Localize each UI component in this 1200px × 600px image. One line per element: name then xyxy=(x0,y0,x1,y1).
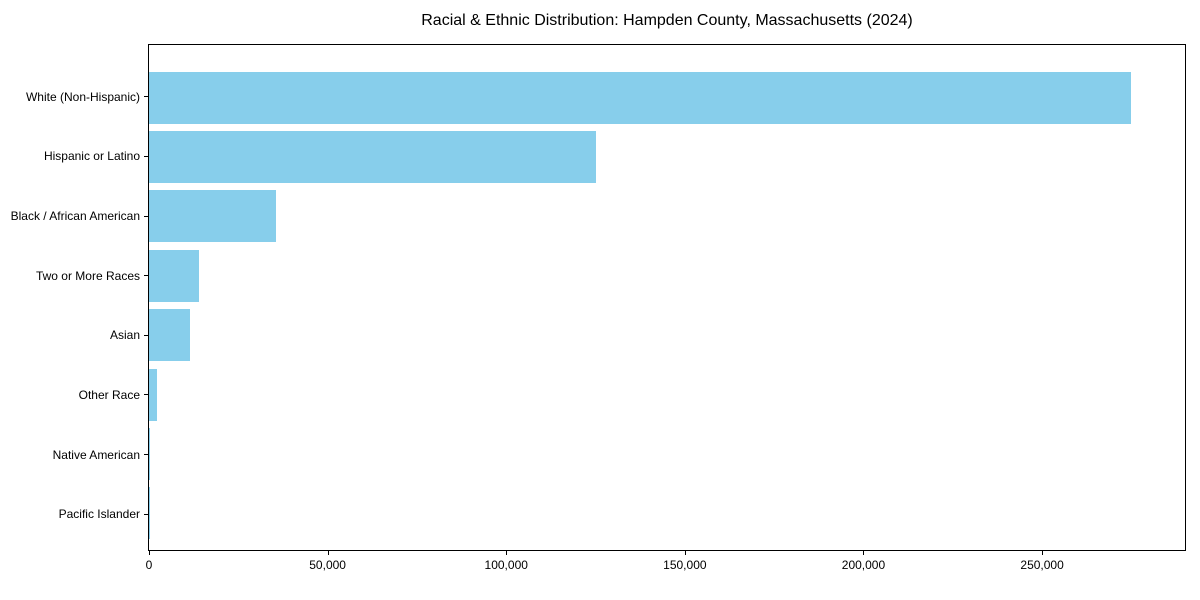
y-tick-label-white-non-hispanic: White (Non-Hispanic) xyxy=(25,89,140,104)
y-axis-labels: White (Non-Hispanic) Hispanic or Latino Bl… xyxy=(0,44,148,551)
y-tick-label-hispanic-or-latino: Hispanic or Latino xyxy=(43,149,140,164)
plot-area: 0 50,000 100,000 150,000 200,000 250,000 xyxy=(146,44,1186,572)
y-tick-mark-other-race xyxy=(144,394,148,396)
x-tick-label-250000: 250,000 xyxy=(1020,558,1064,572)
y-label-row-pacific-islander: Pacific Islander xyxy=(0,484,148,544)
bar-row-pacific-islander xyxy=(149,484,1185,543)
bars-container xyxy=(149,45,1185,550)
x-tick-mark-0 xyxy=(149,550,150,555)
bar-black-african-american xyxy=(149,190,276,243)
bar-row-black-african-american xyxy=(149,187,1185,246)
bar-native-american xyxy=(149,427,151,480)
bar-white-non-hispanic xyxy=(149,71,1132,124)
y-tick-mark-asian xyxy=(144,334,148,336)
x-tick-label-150000: 150,000 xyxy=(663,558,707,572)
x-axis: 0 50,000 100,000 150,000 200,000 250,000 xyxy=(145,550,1185,584)
bar-row-hispanic-or-latino xyxy=(149,127,1185,186)
y-label-row-asian: Asian xyxy=(0,306,148,366)
chart-title: Racial & Ethnic Distribution: Hampden Co… xyxy=(421,12,913,29)
bar-asian xyxy=(149,309,191,362)
y-label-row-white-non-hispanic: White (Non-Hispanic) xyxy=(0,67,148,127)
y-label-row-hispanic-or-latino: Hispanic or Latino xyxy=(0,127,148,187)
bar-other-race xyxy=(149,368,158,421)
y-tick-mark-native-american xyxy=(144,454,148,456)
y-tick-label-two-or-more-races: Two or More Races xyxy=(35,268,140,283)
y-label-row-black-african-american: Black / African American xyxy=(0,186,148,246)
y-tick-mark-hispanic-or-latino xyxy=(144,155,148,157)
x-tick-label-50000: 50,000 xyxy=(309,558,346,572)
y-tick-mark-pacific-islander xyxy=(144,513,148,515)
bar-row-white-non-hispanic xyxy=(149,68,1185,127)
bar-row-asian xyxy=(149,306,1185,365)
x-tick-mark-100000 xyxy=(506,550,508,555)
bar-two-or-more-races xyxy=(149,249,199,302)
x-tick-mark-250000 xyxy=(1042,550,1044,555)
y-tick-mark-white-non-hispanic xyxy=(144,96,148,98)
y-tick-label-asian: Asian xyxy=(109,328,140,343)
x-tick-label-100000: 100,000 xyxy=(484,558,528,572)
y-tick-label-black-african-american: Black / African American xyxy=(10,209,140,224)
x-tick-mark-150000 xyxy=(684,550,686,555)
bar-row-two-or-more-races xyxy=(149,246,1185,305)
x-tick-label-200000: 200,000 xyxy=(841,558,886,572)
y-tick-label-native-american: Native American xyxy=(52,447,140,462)
y-tick-mark-two-or-more-races xyxy=(144,275,148,277)
y-label-row-two-or-more-races: Two or More Races xyxy=(0,246,148,306)
bar-row-native-american xyxy=(149,424,1185,483)
x-tick-mark-200000 xyxy=(863,550,865,555)
y-label-row-other-race: Other Race xyxy=(0,365,148,425)
x-tick-label-0: 0 xyxy=(145,558,153,572)
x-tick-mark-50000 xyxy=(327,550,329,555)
bar-row-other-race xyxy=(149,365,1185,424)
y-tick-label-other-race: Other Race xyxy=(78,387,140,402)
y-tick-label-pacific-islander: Pacific Islander xyxy=(58,507,140,522)
bar-hispanic-or-latino xyxy=(149,131,596,184)
y-tick-mark-black-african-american xyxy=(144,215,148,217)
y-label-row-native-american: Native American xyxy=(0,425,148,485)
